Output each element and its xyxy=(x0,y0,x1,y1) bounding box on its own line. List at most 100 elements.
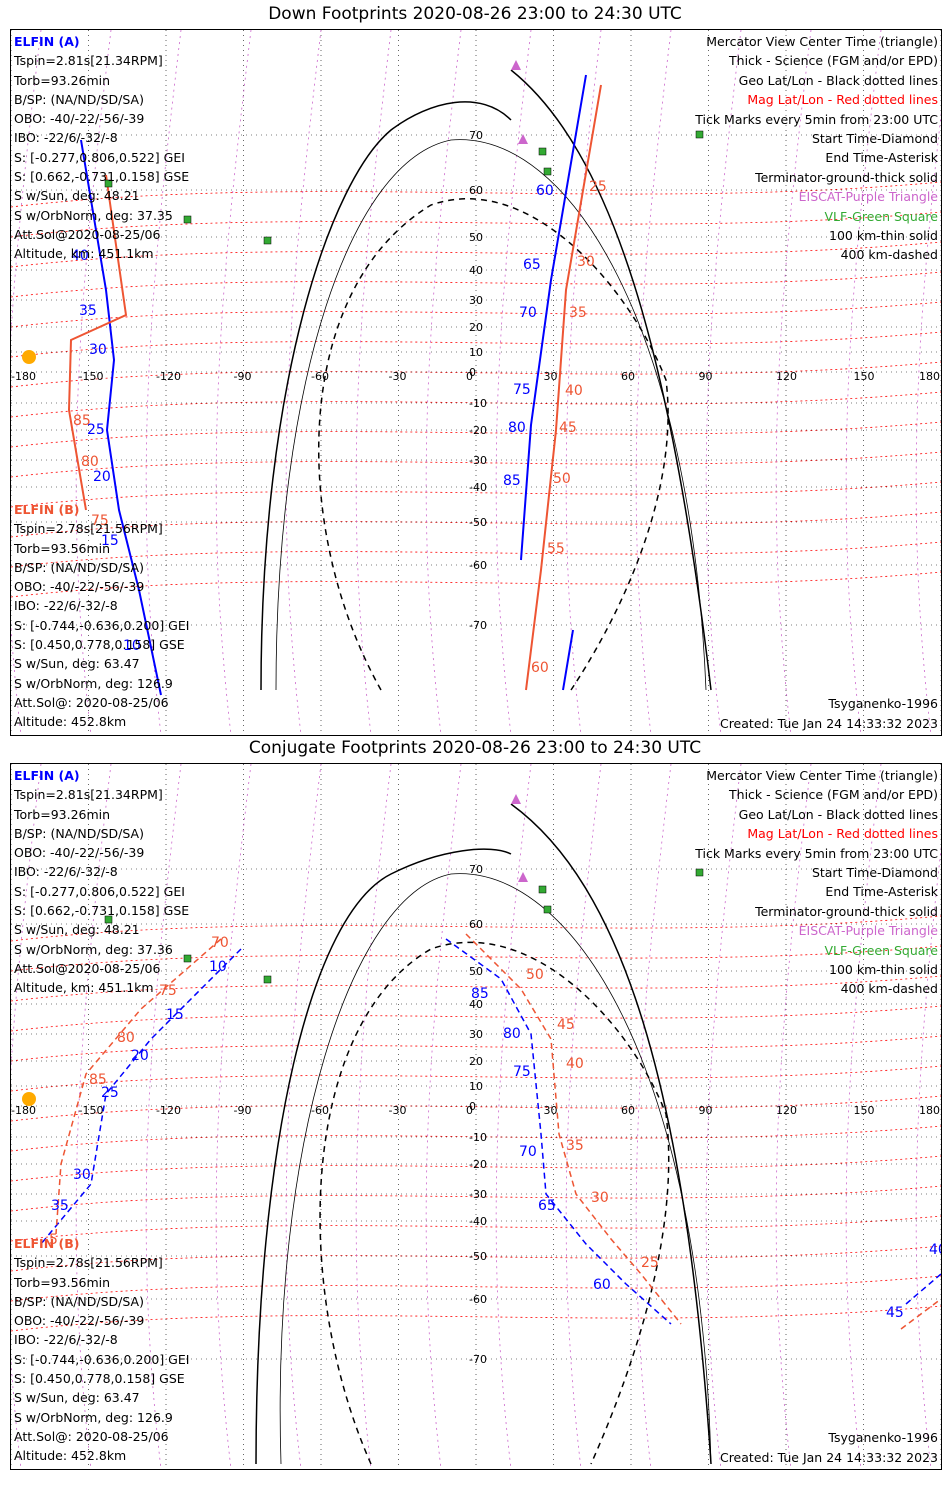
map-svg-down: 70 60 50 40 30 20 10 0 -10 -20 -30 -40 -50 -60 -70 -180… xyxy=(11,30,941,735)
mag-lat-line xyxy=(11,1305,941,1332)
label-a-25: 25 xyxy=(87,422,105,438)
mag-lon-line xyxy=(75,764,112,1469)
eiscat-triangle xyxy=(511,60,521,70)
lon-tick-label: -150 xyxy=(79,370,104,383)
label-a-80: 80 xyxy=(503,1026,521,1042)
mag-lon-line xyxy=(285,764,322,1469)
lon-tick-label: -90 xyxy=(234,370,252,383)
elfin-info-line: S w/Sun, deg: 63.47 xyxy=(14,656,140,672)
legend-line-7: End Time-Asterisk xyxy=(825,884,938,900)
elfin-info-line: S: [-0.277,0.806,0.522] GEI xyxy=(14,883,185,899)
lat-tick-label: -40 xyxy=(469,1215,487,1228)
vlf-square-5 xyxy=(183,215,192,224)
mag-lon-line xyxy=(565,764,602,1469)
label-b-45: 45 xyxy=(557,1017,575,1033)
lat-tick-label: 50 xyxy=(469,965,483,978)
terminator-line xyxy=(260,101,512,691)
mag-lon-line xyxy=(75,30,112,735)
lat-tick-label: -70 xyxy=(469,619,487,632)
elfin-header: ELFIN (B) xyxy=(14,502,80,517)
lon-tick-label: -180 xyxy=(11,370,36,383)
mag-lat-line xyxy=(11,541,941,568)
lon-tick-label: 30 xyxy=(544,1104,558,1117)
lon-tick-label: -120 xyxy=(156,370,181,383)
legend-line-1: Mercator View Center Time (triangle) xyxy=(706,768,938,783)
elfin-info-line: Att.Sol@2020-08-25/06 xyxy=(14,960,161,976)
elfin-info-line: S: [-0.744,-0.636,0.200] GEI xyxy=(14,617,190,633)
label-a-30: 30 xyxy=(89,342,107,358)
elfin-info-line: S w/Sun, deg: 63.47 xyxy=(14,1390,140,1406)
label-a-85: 85 xyxy=(503,473,521,489)
elfin-info-line: OBO: -40/-22/-56/-39 xyxy=(14,845,145,861)
mag-lon-line xyxy=(215,30,252,735)
elfin-info-line: IBO: -22/6/-32/-8 xyxy=(14,130,118,146)
lon-tick-label: 120 xyxy=(776,370,797,383)
lon-tick-label: 120 xyxy=(776,1104,797,1117)
elfin-a-track xyxy=(80,139,162,696)
mag-lon-line xyxy=(635,764,672,1469)
label-b-50: 50 xyxy=(553,471,571,487)
label-a-15: 15 xyxy=(166,1007,184,1023)
label-b-85: 85 xyxy=(89,1072,107,1088)
legend-line-2: Thick - Science (FGM and/or EPD) xyxy=(729,787,938,803)
mag-lat-line xyxy=(11,421,941,448)
contour-400km xyxy=(317,198,669,691)
legend-line-6: Start Time-Diamond xyxy=(811,131,938,147)
label-a-15: 15 xyxy=(101,533,119,549)
lon-tick-label: -30 xyxy=(389,1104,407,1117)
label-a-65: 65 xyxy=(523,257,541,273)
elfin-info-line: S w/OrbNorm, deg: 37.36 xyxy=(14,941,173,957)
legend-line-3: Geo Lat/Lon - Black dotted lines xyxy=(738,806,938,822)
elfin-b-track-right xyxy=(525,84,602,691)
mag-lon-line xyxy=(705,30,742,735)
legend-line-10: VLF-Green Square xyxy=(824,942,938,958)
lat-tick-label: 20 xyxy=(469,1055,483,1068)
mag-lat-line xyxy=(11,1215,941,1242)
label-a-40: 40 xyxy=(71,248,89,264)
lat-tick-label: -40 xyxy=(469,481,487,494)
label-b-35: 35 xyxy=(569,305,587,321)
label-b-80: 80 xyxy=(81,454,99,470)
mag-lon-line xyxy=(11,30,42,735)
legend-line-4: Mag Lat/Lon - Red dotted lines xyxy=(747,92,938,108)
elfin-info-line: S w/OrbNorm, deg: 126.9 xyxy=(14,675,173,691)
legend-line-6: Start Time-Diamond xyxy=(811,865,938,881)
lon-tick-label: -90 xyxy=(234,1104,252,1117)
label-a-60: 60 xyxy=(536,183,554,199)
label-a-20: 20 xyxy=(131,1048,149,1064)
lat-tick-label: -20 xyxy=(469,1158,487,1171)
eiscat-triangle-2 xyxy=(518,134,528,144)
elfin-info-line: IBO: -22/6/-32/-8 xyxy=(14,598,118,614)
lon-tick-label: 180 xyxy=(919,1104,940,1117)
mag-lon-line xyxy=(145,30,182,735)
elfin-info-line: S w/Sun, deg: 48.21 xyxy=(14,188,140,204)
mag-lat-line xyxy=(11,975,941,1002)
elfin-info-line: OBO: -40/-22/-56/-39 xyxy=(14,579,145,595)
lat-tick-label: 10 xyxy=(469,346,483,359)
elfin-info-line: S: [0.450,0.778,0.158] GSE xyxy=(14,637,185,653)
label-a-80: 80 xyxy=(508,420,526,436)
elfin-info-line: S: [0.662,-0.731,0.158] GSE xyxy=(14,903,190,919)
label-a-10: 10 xyxy=(123,638,141,654)
lat-tick-label: -70 xyxy=(469,1353,487,1366)
legend-line-3: Geo Lat/Lon - Black dotted lines xyxy=(738,72,938,88)
legend-line-7: End Time-Asterisk xyxy=(825,150,938,166)
label-b-75: 75 xyxy=(91,513,109,529)
lat-tick-label: 20 xyxy=(469,321,483,334)
mag-lon-line xyxy=(565,30,602,735)
legend-line-9: EISCAT-Purple Triangle xyxy=(798,923,938,939)
lon-tick-label: 90 xyxy=(699,1104,713,1117)
elfin-info-line: Altitude, km: 451.1km xyxy=(14,246,154,262)
eiscat-triangle xyxy=(511,794,521,804)
elfin-b-track-right xyxy=(465,933,682,1325)
lon-tick-label: 180 xyxy=(919,370,940,383)
mag-lat-line xyxy=(11,271,941,298)
legend-line-12: 400 km-dashed xyxy=(840,981,938,997)
label-b-25: 25 xyxy=(589,179,607,195)
lon-tick-label: 0 xyxy=(466,1104,473,1117)
lat-tick-label: -20 xyxy=(469,424,487,437)
label-a-75: 75 xyxy=(513,1064,531,1080)
label-a-35: 35 xyxy=(51,1198,69,1214)
label-b-35: 35 xyxy=(566,1138,584,1154)
elfin-a-track-right xyxy=(520,74,587,561)
